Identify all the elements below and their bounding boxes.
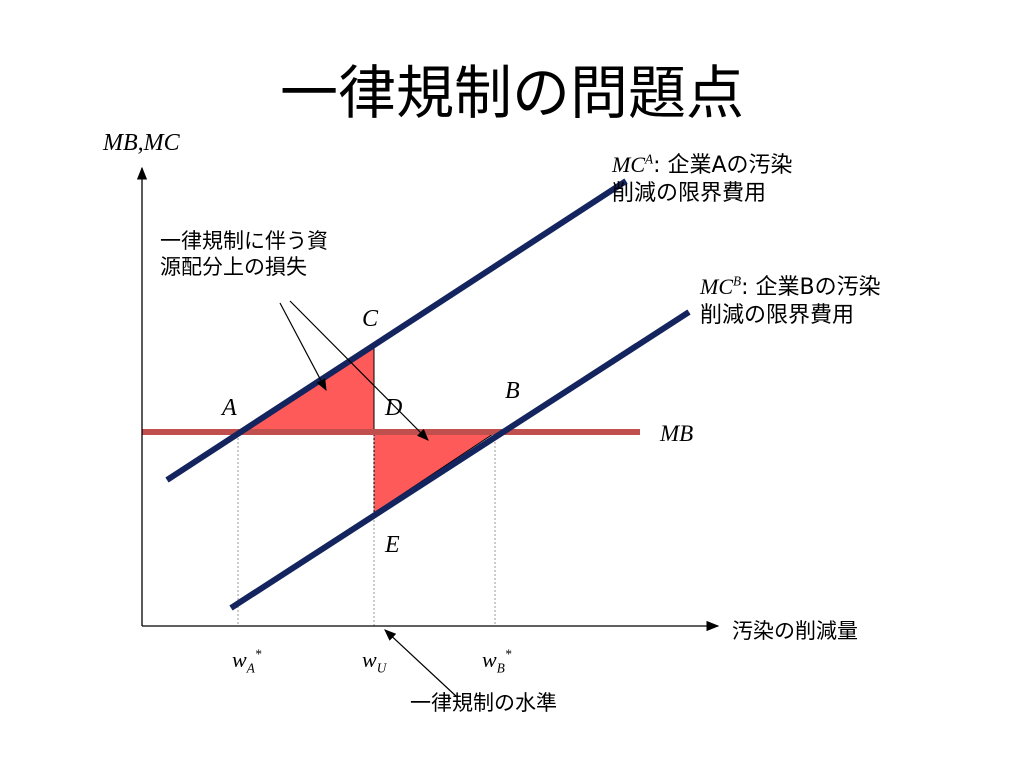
loss-annotation: 一律規制に伴う資 源配分上の損失 <box>160 228 328 281</box>
loss-annotation-line-1: 一律規制に伴う資 <box>160 229 328 253</box>
y-axis-label: MB,MC <box>103 130 180 156</box>
mb-label: MB <box>660 421 694 446</box>
mcb-desc-2: 削減の限界費用 <box>700 302 855 328</box>
mca-desc-1: 企業Aの汚染 <box>667 153 793 178</box>
loss-annotation-line-2: 源配分上の損失 <box>160 255 307 280</box>
mcb-desc-1: 企業Bの汚染 <box>755 275 881 300</box>
tick-label-wu: wU <box>362 647 387 676</box>
point-label-c: C <box>362 306 379 332</box>
loss-arrow-left <box>279 302 327 392</box>
mca-desc-2: 削減の限界費用 <box>612 180 767 206</box>
x-axis-label: 汚染の削減量 <box>732 619 858 643</box>
loss-arrow-right <box>289 300 429 441</box>
mcb-label: MCB: 企業Bの汚染 削減の限界費用 <box>700 273 881 329</box>
point-label-e: E <box>385 532 400 558</box>
point-label-a: A <box>222 395 237 421</box>
point-label-d: D <box>385 395 403 421</box>
mca-name: MCA <box>612 151 654 177</box>
tick-label-wa: wA* <box>232 646 262 676</box>
mcb-line <box>229 309 691 611</box>
uniform-level-label: 一律規制の水準 <box>410 691 557 715</box>
mcb-name: MCB <box>700 273 742 299</box>
mcb-sep: : <box>741 275 749 300</box>
mca-sep: : <box>653 153 661 178</box>
point-label-b: B <box>505 378 520 404</box>
slide-title: 一律規制の問題点 <box>279 59 744 127</box>
mca-label: MCA: 企業Aの汚染 削減の限界費用 <box>612 151 793 207</box>
uniform-level-arrow <box>384 629 458 698</box>
tick-label-wb: wB* <box>482 646 512 676</box>
mca-line <box>165 178 628 483</box>
